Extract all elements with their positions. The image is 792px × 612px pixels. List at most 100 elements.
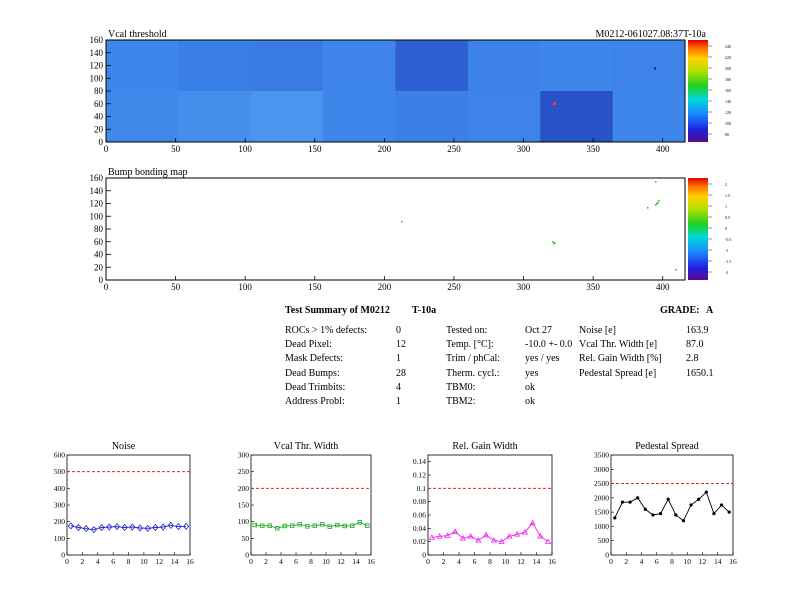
condition-value: ok bbox=[525, 381, 535, 393]
bad-bump bbox=[657, 202, 659, 204]
graph-frame bbox=[610, 454, 734, 556]
condition-label: TBM2: bbox=[446, 396, 476, 407]
y-tick-label: 3000 bbox=[594, 465, 609, 474]
bump-bonding-scale-ticks: -2 -1.5 -1 -0.5 0 0.5 1 1.5 2 bbox=[708, 182, 731, 275]
vcal-threshold-axes: 0 50 100 150 200 250 300 350 4000204060801001201… bbox=[90, 35, 670, 154]
x-tick-label: 10 bbox=[684, 557, 692, 566]
data-point bbox=[83, 525, 90, 533]
y-tick-label: 2500 bbox=[594, 479, 609, 488]
width-label: Noise [e] bbox=[579, 325, 616, 336]
y-tick-label: 100 bbox=[90, 211, 104, 221]
y-tick-label: 200 bbox=[238, 484, 250, 493]
x-tick-label: 0 bbox=[426, 557, 430, 566]
scale-tick-label: 1 bbox=[725, 204, 727, 209]
data-point bbox=[297, 522, 302, 527]
width-value: 163.9 bbox=[686, 325, 709, 336]
x-tick-label: 10 bbox=[502, 557, 510, 566]
x-tick-label: 14 bbox=[714, 557, 722, 566]
scale-tick-label: 2 bbox=[725, 182, 727, 187]
defect-value: 4 bbox=[396, 381, 401, 393]
width-label: Vcal Thr. Width [e] bbox=[579, 339, 658, 351]
series-line bbox=[254, 521, 368, 529]
y-tick-label: 120 bbox=[90, 61, 104, 71]
x-tick-label: 10 bbox=[140, 557, 148, 566]
defect-value: 28 bbox=[396, 367, 406, 379]
data-point bbox=[444, 532, 451, 538]
summary-tag: T-10a bbox=[412, 305, 437, 316]
series-line bbox=[614, 491, 730, 522]
roc-block bbox=[250, 40, 324, 92]
y-tick-label: 0.04 bbox=[413, 524, 426, 533]
vcal-threshold-title: Vcal threshold bbox=[108, 29, 167, 40]
scale-tick-label: -0.5 bbox=[725, 237, 731, 242]
scale-tick-label: -2 bbox=[725, 270, 728, 275]
y-tick-label: 0.14 bbox=[413, 457, 426, 466]
x-tick-label: 14 bbox=[171, 557, 179, 566]
graph-frame bbox=[427, 454, 553, 556]
data-point bbox=[674, 513, 678, 517]
y-tick-label: 250 bbox=[238, 467, 250, 476]
data-point bbox=[98, 523, 105, 532]
data-point bbox=[365, 523, 370, 528]
data-point bbox=[436, 533, 443, 539]
data-point bbox=[290, 523, 295, 528]
data-point bbox=[490, 537, 497, 543]
graph-3: Pedestal Spread 0 2 4 6 8 10 12 14 16 0 500 1000 1500… bbox=[594, 441, 737, 566]
scale-tick-label: 240 bbox=[725, 44, 731, 49]
x-tick-label: 50 bbox=[171, 144, 181, 154]
condition-value: yes bbox=[525, 367, 539, 379]
condition-label: TBM0: bbox=[446, 381, 476, 393]
y-tick-label: 120 bbox=[90, 199, 104, 209]
scale-tick-label: 100 bbox=[725, 121, 731, 126]
roc-block bbox=[106, 91, 179, 143]
graph-2: Rel. Gain Width 0 2 4 6 8 10 12 14 16 0 0.02 0.04 0.0… bbox=[413, 441, 556, 566]
data-point bbox=[282, 523, 287, 529]
roc-block bbox=[467, 91, 541, 143]
x-tick-label: 400 bbox=[656, 282, 670, 292]
x-tick-label: 0 bbox=[104, 144, 109, 154]
data-point bbox=[121, 523, 128, 532]
data-point bbox=[537, 533, 544, 539]
bump-bonding-color-scale bbox=[688, 178, 708, 280]
x-tick-label: 8 bbox=[670, 557, 674, 566]
data-point bbox=[681, 519, 686, 523]
data-point bbox=[183, 522, 190, 530]
data-point bbox=[350, 523, 355, 528]
data-point bbox=[643, 507, 647, 511]
roc-block bbox=[250, 91, 324, 143]
y-tick-label: 0.08 bbox=[413, 497, 426, 506]
scale-tick-label: 180 bbox=[725, 77, 731, 82]
x-tick-label: 200 bbox=[378, 282, 392, 292]
data-point bbox=[613, 516, 617, 520]
width-value: 1650.1 bbox=[686, 367, 714, 379]
x-tick-label: 10 bbox=[322, 557, 330, 566]
scale-tick-label: 200 bbox=[725, 66, 731, 71]
bump-bonding-axes: 0 50 100 150 200 250 300 350 4000204060801001201… bbox=[90, 173, 670, 292]
x-tick-label: 250 bbox=[447, 282, 461, 292]
condition-value: Oct 27 bbox=[525, 325, 552, 336]
data-point bbox=[305, 524, 310, 529]
bad-bump bbox=[655, 181, 657, 183]
data-point bbox=[90, 526, 97, 534]
data-point bbox=[167, 521, 174, 529]
x-tick-label: 8 bbox=[488, 557, 492, 566]
x-tick-label: 12 bbox=[699, 557, 707, 566]
y-tick-label: 100 bbox=[54, 534, 66, 543]
y-tick-label: 20 bbox=[94, 124, 104, 134]
x-tick-label: 16 bbox=[367, 557, 375, 566]
data-point bbox=[719, 503, 724, 507]
graph-title: Rel. Gain Width bbox=[452, 441, 517, 452]
roc-block bbox=[612, 40, 686, 92]
data-point bbox=[727, 510, 731, 514]
x-tick-label: 0 bbox=[65, 557, 69, 566]
data-point bbox=[252, 522, 257, 528]
bump-bonding-map: Bump bonding map 0 50 100 150 200 250 300 350 40… bbox=[90, 167, 732, 292]
y-tick-label: 140 bbox=[90, 186, 104, 196]
data-point bbox=[628, 500, 632, 504]
graph-1: Vcal Thr. Width 0 2 4 6 8 10 12 14 16 0 50 100 150 200… bbox=[238, 441, 375, 566]
data-point bbox=[506, 533, 513, 539]
y-tick-label: 80 bbox=[94, 224, 104, 234]
x-tick-label: 4 bbox=[279, 557, 283, 566]
y-tick-label: 100 bbox=[238, 517, 250, 526]
